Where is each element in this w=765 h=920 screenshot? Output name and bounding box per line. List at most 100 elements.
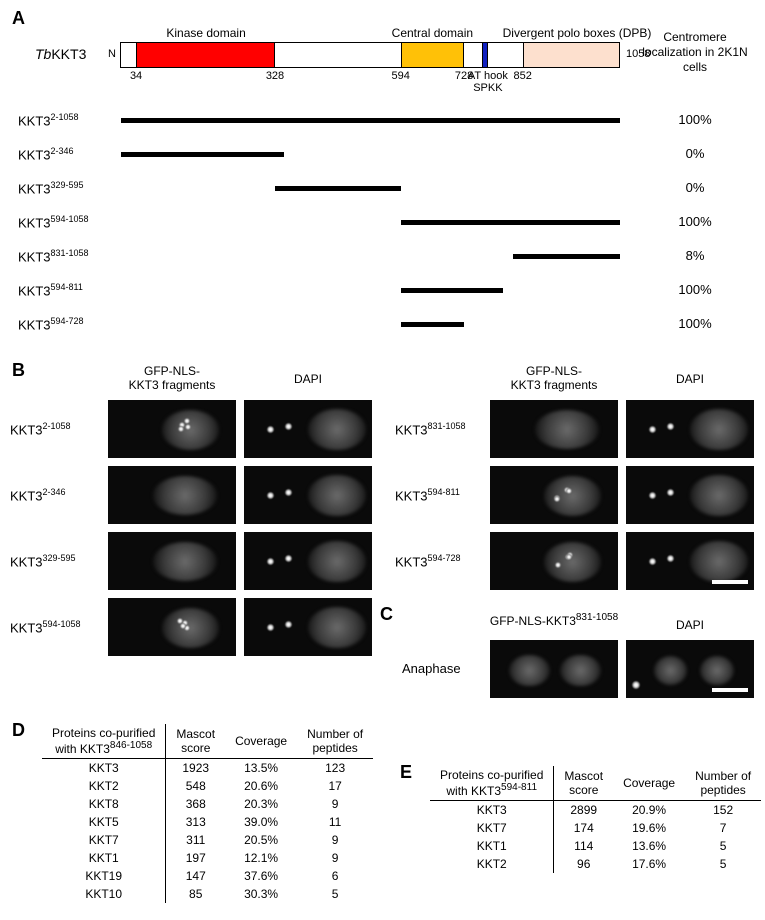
table-cell: KKT1 bbox=[42, 849, 166, 867]
dapi-image bbox=[244, 598, 372, 656]
fragment-bar bbox=[121, 152, 284, 157]
table-cell: KKT5 bbox=[42, 813, 166, 831]
fragment-percent: 8% bbox=[665, 248, 725, 263]
table-cell: 37.6% bbox=[225, 867, 297, 885]
gfp-image bbox=[108, 400, 236, 458]
table-cell: KKT2 bbox=[430, 855, 554, 873]
fragment-bar bbox=[121, 118, 620, 123]
table-cell: 7 bbox=[685, 819, 761, 837]
dapi-image bbox=[244, 532, 372, 590]
table-cell: 548 bbox=[166, 777, 225, 795]
fragment-bar bbox=[513, 254, 620, 259]
table-row: KKT254820.6%17 bbox=[42, 777, 373, 795]
fragment-bar bbox=[275, 186, 401, 191]
figure-root: ACentromere localization in 2K1N cellsTb… bbox=[0, 0, 765, 920]
dapi-image bbox=[626, 400, 754, 458]
fragment-percent: 100% bbox=[665, 282, 725, 297]
table-row: KKT3192313.5%123 bbox=[42, 759, 373, 778]
table-row: KKT1914737.6%6 bbox=[42, 867, 373, 885]
table-header: Coverage bbox=[225, 724, 297, 759]
table-cell: 5 bbox=[685, 855, 761, 873]
table-cell: 5 bbox=[297, 885, 373, 903]
table-cell: 20.9% bbox=[613, 801, 685, 820]
table-cell: KKT10 bbox=[42, 885, 166, 903]
table-cell: 12.1% bbox=[225, 849, 297, 867]
table-cell: 2899 bbox=[554, 801, 613, 820]
gfp-image bbox=[490, 466, 618, 524]
domain-at-hook bbox=[482, 42, 488, 68]
fragment-label: KKT3594-728 bbox=[18, 316, 84, 332]
fragment-label: KKT3831-1058 bbox=[18, 248, 89, 264]
table-cell: 368 bbox=[166, 795, 225, 813]
table-cell: 11 bbox=[297, 813, 373, 831]
fragment-percent: 100% bbox=[665, 316, 725, 331]
fragment-bar bbox=[401, 220, 620, 225]
table-row: KKT119712.1%9 bbox=[42, 849, 373, 867]
gfp-image bbox=[108, 532, 236, 590]
table-d: Proteins co-purifiedwith KKT3846-1058Mas… bbox=[42, 724, 373, 903]
table-cell: 1923 bbox=[166, 759, 225, 778]
table-cell: 20.3% bbox=[225, 795, 297, 813]
anaphase-gfp-image bbox=[490, 640, 618, 698]
domain-dpb bbox=[523, 42, 620, 68]
gfp-image bbox=[108, 466, 236, 524]
table-cell: 9 bbox=[297, 831, 373, 849]
table-row: KKT836820.3%9 bbox=[42, 795, 373, 813]
fragment-percent: 100% bbox=[665, 112, 725, 127]
table-cell: 147 bbox=[166, 867, 225, 885]
table-cell: KKT7 bbox=[430, 819, 554, 837]
table-cell: 13.5% bbox=[225, 759, 297, 778]
table-row: KKT731120.5%9 bbox=[42, 831, 373, 849]
fragment-row: KKT3831-1058 8% bbox=[0, 246, 765, 274]
fragment-label: KKT32-1058 bbox=[18, 112, 79, 128]
table-row: KKT717419.6%7 bbox=[430, 819, 761, 837]
table-header: Number ofpeptides bbox=[685, 766, 761, 801]
table-cell: 152 bbox=[685, 801, 761, 820]
table-cell: KKT3 bbox=[42, 759, 166, 778]
dapi-image bbox=[626, 466, 754, 524]
fragment-label: KKT3329-595 bbox=[18, 180, 84, 196]
table-header: Mascotscore bbox=[166, 724, 225, 759]
fragment-row: KKT3594-1058100% bbox=[0, 212, 765, 240]
table-e: Proteins co-purifiedwith KKT3594-811Masc… bbox=[430, 766, 761, 873]
fragment-percent: 100% bbox=[665, 214, 725, 229]
table-cell: KKT3 bbox=[430, 801, 554, 820]
domain-central-domain bbox=[401, 42, 464, 68]
fragment-bar bbox=[401, 322, 464, 327]
table-cell: 30.3% bbox=[225, 885, 297, 903]
table-cell: 17 bbox=[297, 777, 373, 795]
table-cell: 85 bbox=[166, 885, 225, 903]
table-row: KKT3289920.9%152 bbox=[430, 801, 761, 820]
table-cell: 96 bbox=[554, 855, 613, 873]
table-cell: 20.5% bbox=[225, 831, 297, 849]
table-row: KKT29617.6%5 bbox=[430, 855, 761, 873]
table-cell: 197 bbox=[166, 849, 225, 867]
table-cell: 313 bbox=[166, 813, 225, 831]
anaphase-dapi-image bbox=[626, 640, 754, 698]
fragment-row: KKT3329-5950% bbox=[0, 178, 765, 206]
table-row: KKT108530.3%5 bbox=[42, 885, 373, 903]
fragment-row: KKT3594-728 100% bbox=[0, 314, 765, 342]
fragment-row: KKT32-346 0% bbox=[0, 144, 765, 172]
table-cell: 123 bbox=[297, 759, 373, 778]
table-header: Mascotscore bbox=[554, 766, 613, 801]
table-cell: 17.6% bbox=[613, 855, 685, 873]
table-cell: KKT1 bbox=[430, 837, 554, 855]
table-cell: 9 bbox=[297, 795, 373, 813]
fragment-label: KKT3594-811 bbox=[18, 282, 83, 298]
fragment-label: KKT32-346 bbox=[18, 146, 74, 162]
table-row: KKT111413.6%5 bbox=[430, 837, 761, 855]
fragment-row: KKT3594-811 100% bbox=[0, 280, 765, 308]
dapi-image bbox=[244, 400, 372, 458]
table-cell: KKT7 bbox=[42, 831, 166, 849]
table-header: Coverage bbox=[613, 766, 685, 801]
table-cell: 174 bbox=[554, 819, 613, 837]
table-cell: KKT19 bbox=[42, 867, 166, 885]
gfp-image bbox=[490, 400, 618, 458]
gfp-image bbox=[490, 532, 618, 590]
domain-kinase-domain bbox=[136, 42, 275, 68]
table-cell: 5 bbox=[685, 837, 761, 855]
gfp-image bbox=[108, 598, 236, 656]
fragment-percent: 0% bbox=[665, 146, 725, 161]
table-row: KKT531339.0%11 bbox=[42, 813, 373, 831]
